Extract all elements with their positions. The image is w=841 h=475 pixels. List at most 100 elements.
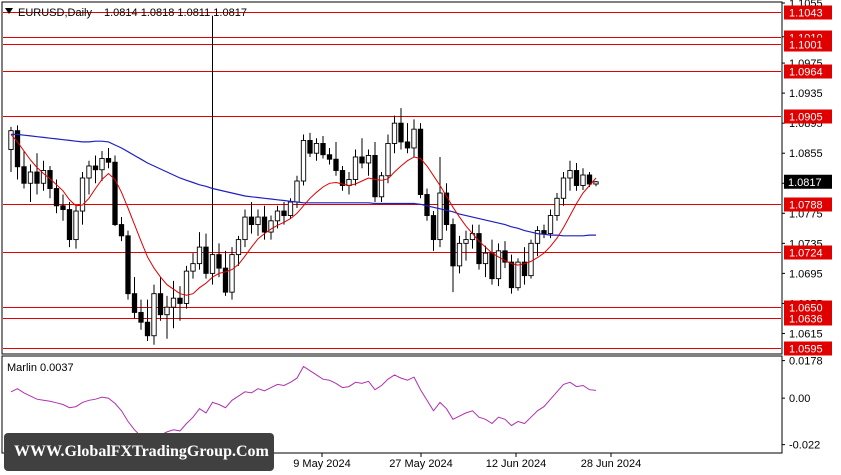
bear-candle-body bbox=[222, 267, 229, 293]
bull-candle-body bbox=[411, 128, 417, 149]
bull-candle-body bbox=[79, 177, 86, 212]
level-tag-text: 1.0636 bbox=[789, 314, 823, 326]
fast-moving-average-line bbox=[10, 134, 597, 296]
bear-candle-body bbox=[573, 170, 580, 186]
level-tag-text: 1.0724 bbox=[789, 248, 823, 260]
level-tag-text: 1.0595 bbox=[789, 344, 823, 356]
bull-candle-body bbox=[164, 306, 170, 316]
level-tag-bg bbox=[784, 197, 832, 212]
bear-candle-body bbox=[359, 156, 365, 164]
marlin-axis-label: 0.00 bbox=[789, 393, 810, 405]
bear-candle-body bbox=[261, 216, 268, 233]
price-panel-border bbox=[1, 1, 783, 355]
marlin-axis-label: -0.022 bbox=[789, 440, 820, 452]
bull-candle-body bbox=[528, 242, 534, 277]
bull-candle-body bbox=[352, 156, 359, 180]
watermark-bg bbox=[4, 433, 274, 471]
bull-candle-body bbox=[209, 254, 216, 274]
bear-candle-body bbox=[131, 293, 138, 313]
current-price-tag: 1.0817 bbox=[784, 174, 832, 189]
bull-candle-body bbox=[593, 181, 599, 185]
bear-candle-body bbox=[105, 158, 112, 163]
price-panel[interactable] bbox=[1, 1, 783, 355]
bear-candle-body bbox=[339, 170, 346, 186]
bull-candle-body bbox=[560, 177, 567, 199]
time-axis-label: 28 Jun 2024 bbox=[581, 458, 642, 470]
marlin-line bbox=[10, 365, 597, 439]
current-price-tag-text: 1.0817 bbox=[788, 177, 822, 189]
bear-candle-body bbox=[333, 158, 339, 171]
bear-candle-body bbox=[521, 261, 528, 277]
bull-candle-body bbox=[229, 254, 235, 293]
level-tag-bg bbox=[784, 311, 832, 326]
bear-candle-body bbox=[144, 321, 151, 337]
bull-candle-body bbox=[463, 239, 469, 244]
time-axis: 9 May 2024 27 May 2024 12 Jun 2024 28 Jun 2… bbox=[293, 453, 641, 470]
level-tag-text: 1.1043 bbox=[789, 8, 823, 20]
bear-candle-body bbox=[14, 130, 21, 168]
bull-candle-body bbox=[73, 210, 79, 241]
bull-candle-body bbox=[196, 246, 203, 265]
bull-candle-body bbox=[190, 263, 196, 272]
bear-candle-body bbox=[443, 192, 450, 226]
level-tag-bg bbox=[784, 109, 832, 124]
time-axis-label: 12 Jun 2024 bbox=[486, 458, 547, 470]
bear-candle-body bbox=[177, 297, 183, 304]
bull-candle-body bbox=[469, 233, 476, 241]
bull-candle-body bbox=[242, 216, 248, 241]
bear-candle-body bbox=[307, 139, 313, 154]
triangle-down-icon[interactable] bbox=[5, 8, 13, 14]
bear-candle-body bbox=[21, 166, 27, 184]
price-axis-label: 1.0695 bbox=[789, 268, 823, 280]
price-axis-label: 1.0615 bbox=[789, 328, 823, 340]
bear-candle-body bbox=[398, 122, 404, 143]
watermark-text: WWW.GlobalFXTradingGroup.Com bbox=[14, 443, 270, 460]
price-axis-label: 1.0855 bbox=[789, 148, 823, 160]
bear-candle-body bbox=[92, 165, 99, 171]
bull-candle-body bbox=[235, 239, 242, 256]
marlin-panel[interactable] bbox=[1, 355, 783, 454]
bull-candle-body bbox=[554, 197, 560, 217]
bull-candle-body bbox=[456, 242, 463, 267]
time-axis-label: 27 May 2024 bbox=[389, 458, 453, 470]
bear-candle-body bbox=[502, 250, 508, 263]
bull-candle-body bbox=[515, 261, 521, 289]
bear-candle-body bbox=[430, 215, 437, 241]
bull-candle-body bbox=[365, 155, 372, 164]
bear-candle-body bbox=[281, 210, 287, 217]
bear-candle-body bbox=[60, 205, 66, 210]
bull-candle-body bbox=[567, 170, 573, 179]
bull-candle-body bbox=[313, 143, 320, 154]
level-tag-bg bbox=[784, 245, 832, 260]
bull-candle-body bbox=[385, 143, 391, 177]
bear-candle-body bbox=[34, 171, 40, 184]
bull-candle-body bbox=[151, 293, 157, 337]
bear-candle-body bbox=[541, 230, 547, 235]
bear-candle-body bbox=[476, 233, 482, 265]
bull-candle-body bbox=[495, 250, 502, 280]
horizontal-levels bbox=[3, 12, 781, 349]
marlin-panel-border bbox=[1, 355, 783, 454]
level-price-tags: 1.10431.10101.10011.09641.09051.07881.07… bbox=[784, 5, 832, 356]
price-axis-label: 1.1055 bbox=[789, 0, 823, 10]
bear-candle-body bbox=[586, 174, 593, 185]
bear-candle-body bbox=[489, 252, 495, 280]
bull-candle-body bbox=[346, 179, 352, 186]
bull-candle-body bbox=[378, 175, 385, 198]
bear-candle-body bbox=[125, 235, 131, 295]
bear-candle-body bbox=[203, 246, 209, 274]
bear-candle-body bbox=[417, 128, 424, 195]
marlin-axis: 0.0178 0.00 -0.022 bbox=[782, 356, 823, 452]
level-tag-bg bbox=[784, 5, 832, 20]
bear-candle-body bbox=[66, 209, 73, 241]
watermark-banner: WWW.GlobalFXTradingGroup.Com bbox=[4, 433, 274, 471]
bear-candle-body bbox=[450, 224, 456, 267]
current-price-tag-bg bbox=[784, 174, 832, 189]
bear-candle-body bbox=[404, 141, 411, 149]
bull-candle-body bbox=[255, 216, 261, 226]
level-tag-bg bbox=[784, 64, 832, 79]
bull-candle-body bbox=[274, 210, 281, 222]
level-tag-bg bbox=[784, 37, 832, 52]
